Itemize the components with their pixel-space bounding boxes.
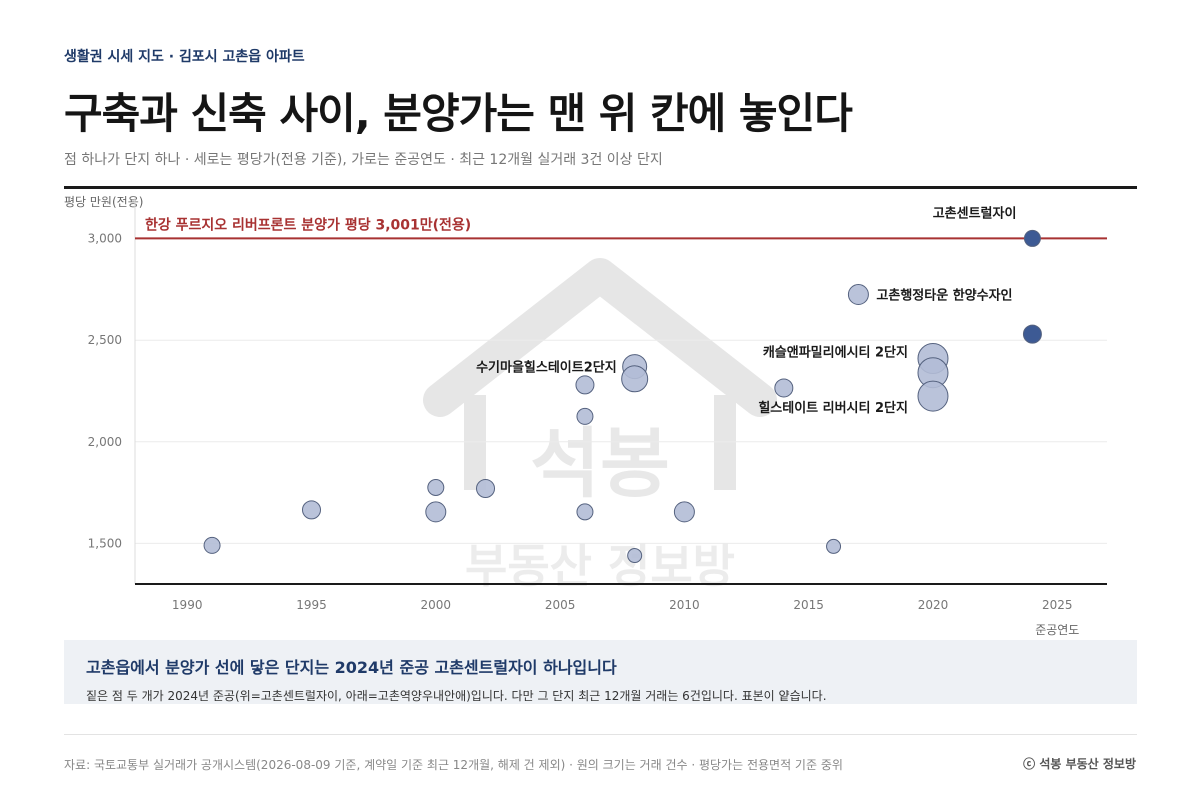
scatter-point [302, 500, 322, 520]
point-label: 고촌행정타운 한양수자인 [876, 288, 1012, 304]
scatter-point [576, 407, 594, 425]
scatter-point [627, 548, 643, 564]
reference-line-label: 한강 푸르지오 리버프론트 분양가 평당 3,001만(전용) [145, 216, 471, 233]
point-label: 캐슬앤파밀리에시티 2단지 [763, 344, 908, 360]
y-axis-label: 평당 만원(전용) [64, 195, 143, 209]
page-title: 구축과 신축 사이, 분양가는 맨 위 칸에 놓인다 [64, 89, 853, 138]
x-tick-label: 2025 [1042, 598, 1073, 612]
kicker: 생활권 시세 지도 · 김포시 고촌읍 아파트 [64, 49, 305, 65]
scatter-point [425, 501, 447, 523]
point-label: 힐스테이트 리버시티 2단지 [758, 400, 908, 416]
scatter-point [576, 503, 594, 521]
scatter-point [673, 501, 695, 523]
point-label: 수기마을힐스테이트2단지 [476, 360, 617, 376]
brand-credit: ⓒ 석봉 부동산 정보방 [1023, 757, 1136, 771]
insight-body: 짙은 점 두 개가 2024년 준공(위=고촌센트럴자이, 아래=고촌역양우내안… [86, 689, 827, 703]
x-axis-label: 준공연도 [1035, 623, 1079, 637]
insight-title: 고촌읍에서 분양가 선에 닿은 단지는 2024년 준공 고촌센트럴자이 하나입… [86, 658, 617, 677]
scatter-point [917, 380, 949, 412]
x-tick-label: 1995 [296, 598, 327, 612]
x-tick-label: 1990 [172, 598, 203, 612]
x-tick-label: 2015 [793, 598, 824, 612]
y-tick-label: 2,500 [88, 333, 122, 347]
watermark-text: 석봉 [530, 419, 670, 508]
y-tick-label: 3,000 [88, 232, 122, 246]
highlight-point [1023, 229, 1041, 247]
scatter-point [774, 378, 794, 398]
scatter-point [427, 479, 445, 496]
scatter-point [621, 365, 649, 393]
header-rule [64, 186, 1137, 189]
scatter-point [203, 536, 221, 554]
point-label: 고촌센트럴자이 [933, 205, 1017, 221]
x-tick-label: 2005 [545, 598, 576, 612]
y-tick-label: 1,500 [88, 536, 122, 550]
x-tick-label: 2010 [669, 598, 700, 612]
watermark-house-icon [423, 258, 777, 417]
highlight-point [1022, 324, 1042, 344]
source-note: 자료: 국토교통부 실거래가 공개시스템(2026-08-09 기준, 계약일 … [64, 758, 843, 772]
scatter-point [847, 284, 869, 305]
footer-rule [64, 734, 1137, 735]
x-tick-label: 2000 [421, 598, 452, 612]
page-subtitle: 점 하나가 단지 하나 · 세로는 평당가(전용 기준), 가로는 준공연도 ·… [64, 152, 663, 168]
scatter-point [826, 538, 842, 554]
scatter-point [476, 479, 496, 499]
insight-box: 고촌읍에서 분양가 선에 닿은 단지는 2024년 준공 고촌센트럴자이 하나입… [64, 640, 1137, 704]
y-tick-label: 2,000 [88, 435, 122, 449]
x-tick-label: 2020 [918, 598, 949, 612]
scatter-point [575, 375, 595, 395]
